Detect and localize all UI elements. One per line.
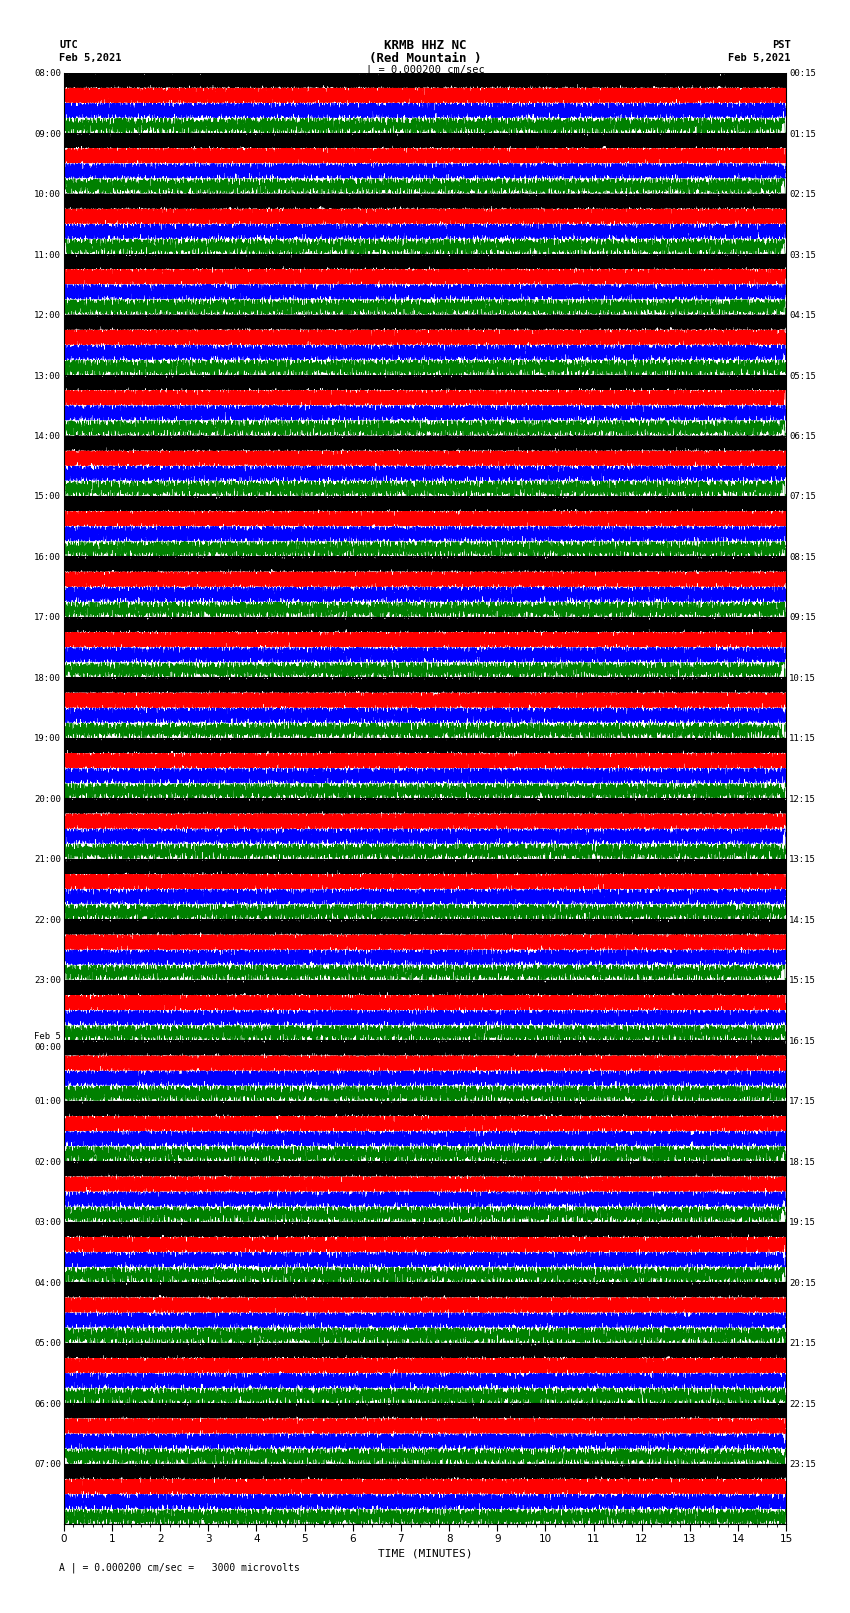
Text: Feb 5,2021: Feb 5,2021 xyxy=(60,53,122,63)
Text: | = 0.000200 cm/sec: | = 0.000200 cm/sec xyxy=(366,65,484,74)
Text: (Red Mountain ): (Red Mountain ) xyxy=(369,52,481,65)
Text: UTC: UTC xyxy=(60,40,78,50)
Text: PST: PST xyxy=(772,40,791,50)
Text: A | = 0.000200 cm/sec =   3000 microvolts: A | = 0.000200 cm/sec = 3000 microvolts xyxy=(60,1563,300,1573)
Text: Feb 5,2021: Feb 5,2021 xyxy=(728,53,791,63)
Text: KRMB HHZ NC: KRMB HHZ NC xyxy=(383,39,467,52)
X-axis label: TIME (MINUTES): TIME (MINUTES) xyxy=(377,1548,473,1558)
